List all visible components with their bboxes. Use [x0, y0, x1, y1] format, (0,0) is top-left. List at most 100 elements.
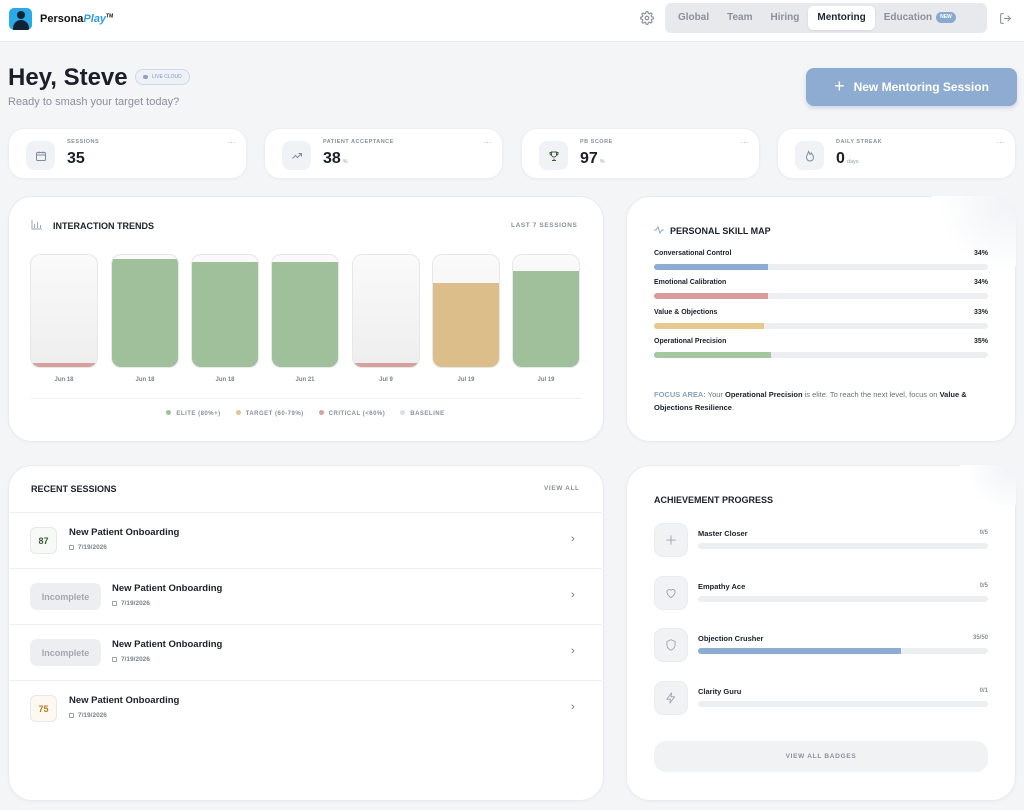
more-options-icon[interactable]: ···	[740, 137, 749, 147]
view-all-badges-button[interactable]: VIEW ALL BADGES	[654, 741, 988, 772]
more-options-icon[interactable]: ···	[996, 137, 1005, 147]
trend-bar[interactable]	[432, 254, 500, 368]
calendar-icon	[69, 545, 74, 550]
skill-progress-bar	[654, 323, 988, 329]
top-bar: PersonaPlayTM Global Team Hiring Mentori…	[0, 0, 1024, 42]
more-options-icon[interactable]: ···	[227, 137, 236, 147]
legend-target: TARGET (60-79%)	[235, 410, 304, 417]
trend-bar[interactable]	[271, 254, 339, 368]
chevron-right-icon[interactable]: ›	[571, 701, 575, 713]
trophy-icon	[539, 141, 568, 170]
new-badge: NEW	[936, 11, 956, 23]
trend-bar-date: Jul 19	[537, 377, 555, 383]
main-nav: Global Team Hiring Mentoring Education NE…	[665, 3, 987, 33]
skill-progress-fill	[654, 293, 768, 299]
skill-progress-bar	[654, 293, 988, 299]
legend-elite: ELITE (80%+)	[166, 410, 220, 417]
settings-gear-icon[interactable]	[640, 11, 654, 25]
logout-icon[interactable]	[999, 12, 1012, 25]
recent-sessions-title: RECENT SESSIONS	[31, 484, 117, 494]
stat-card-sessions: SESSIONS 35 ···	[8, 128, 247, 179]
trend-bar[interactable]	[512, 254, 580, 368]
bar-chart-icon	[31, 220, 42, 230]
session-date: 7/19/2026	[69, 544, 107, 551]
skill-percent: 34%	[973, 250, 988, 257]
incomplete-badge: Incomplete	[30, 639, 101, 666]
plus-icon	[654, 523, 688, 557]
more-options-icon[interactable]: ···	[483, 137, 492, 147]
flame-icon	[795, 141, 824, 170]
achievement-progress-title: ACHIEVEMENT PROGRESS	[654, 495, 774, 505]
session-row[interactable]: Incomplete New Patient Onboarding 7/19/202…	[9, 568, 602, 624]
achievement-progress-bar	[698, 596, 988, 602]
trend-bar-fill	[433, 283, 499, 367]
view-all-link[interactable]: VIEW ALL	[544, 485, 580, 492]
calendar-icon	[112, 601, 117, 606]
session-name: New Patient Onboarding	[112, 583, 223, 594]
recent-sessions-panel	[8, 465, 604, 801]
live-cloud-chip: LIVE CLOUD	[135, 69, 190, 85]
skill-progress-fill	[654, 323, 765, 329]
plus-icon: +	[834, 75, 845, 96]
trend-bar-fill	[192, 261, 258, 367]
trend-bar-date: Jun 21	[295, 377, 315, 383]
skill-map-title: PERSONAL SKILL MAP	[670, 226, 771, 236]
achievement-progress-bar	[698, 648, 988, 654]
trend-bar-fill	[513, 270, 579, 367]
calendar-icon	[26, 141, 55, 170]
trend-bar[interactable]	[352, 254, 420, 368]
interaction-trends-title: INTERACTION TRENDS	[53, 221, 154, 231]
trend-bar[interactable]	[111, 254, 179, 368]
session-row[interactable]: Incomplete New Patient Onboarding 7/19/202…	[9, 624, 602, 680]
achievement-name: Empathy Ace	[698, 582, 746, 591]
achievement-name: Objection Crusher	[698, 634, 764, 643]
achievement-count: 0/5	[979, 530, 988, 536]
trend-legend: ELITE (80%+) TARGET (60-79%) CRITICAL (<…	[30, 410, 581, 417]
tab-global[interactable]: Global	[678, 12, 710, 23]
tab-education[interactable]: Education NEW	[875, 6, 965, 30]
achievement-name: Master Closer	[698, 529, 748, 538]
last-7-sessions-label: LAST 7 SESSIONS	[511, 222, 578, 229]
trend-bar-date: Jun 18	[135, 377, 155, 383]
trend-bar-fill	[353, 362, 419, 367]
session-date: 7/19/2026	[112, 600, 150, 607]
activity-icon	[654, 226, 664, 234]
skill-percent: 33%	[973, 309, 988, 316]
new-mentoring-session-button[interactable]: + New Mentoring Session	[806, 68, 1017, 106]
stat-card-daily-streak: DAILY STREAK 0 days ···	[777, 128, 1016, 179]
skill-progress-fill	[654, 352, 771, 358]
brand-name: PersonaPlayTM	[40, 13, 114, 25]
trend-bar-date: Jul 19	[457, 377, 475, 383]
skill-name: Value & Objections	[654, 309, 718, 316]
session-name: New Patient Onboarding	[112, 639, 223, 650]
trend-bar-fill	[272, 261, 338, 367]
chevron-right-icon[interactable]: ›	[571, 645, 575, 657]
tab-mentoring[interactable]: Mentoring	[808, 6, 875, 30]
achievement-progress-fill	[698, 648, 901, 654]
chevron-right-icon[interactable]: ›	[571, 533, 575, 545]
divider	[30, 398, 581, 399]
achievement-progress-bar	[698, 543, 988, 549]
tab-hiring[interactable]: Hiring	[770, 12, 800, 23]
stat-card-pb-score: PB SCORE 97% ···	[521, 128, 760, 179]
persona-play-logo-icon[interactable]	[9, 8, 32, 30]
trend-bar[interactable]	[191, 254, 259, 368]
focus-area-text: FOCUS AREA: Your Operational Precision i…	[654, 390, 967, 412]
session-row[interactable]: 87 New Patient Onboarding 7/19/2026 ›	[9, 512, 602, 568]
greeting-title: Hey, Steve	[8, 64, 128, 91]
trend-bar-fill	[31, 362, 97, 367]
stat-card-patient-acceptance: PATIENT ACCEPTANCE 38% ···	[264, 128, 503, 179]
session-row[interactable]: 75 New Patient Onboarding 7/19/2026 ›	[9, 680, 602, 736]
skill-percent: 35%	[973, 338, 988, 345]
session-name: New Patient Onboarding	[69, 527, 180, 538]
trend-bar[interactable]	[30, 254, 98, 368]
calendar-icon	[112, 657, 117, 662]
trend-bar-date: Jun 18	[215, 377, 235, 383]
chevron-right-icon[interactable]: ›	[571, 589, 575, 601]
achievement-count: 0/5	[979, 583, 988, 589]
session-date: 7/19/2026	[69, 712, 107, 719]
skill-progress-bar	[654, 352, 988, 358]
tab-team[interactable]: Team	[727, 12, 753, 23]
legend-critical: CRITICAL (<60%)	[318, 410, 386, 417]
trend-bar-fill	[112, 259, 178, 367]
